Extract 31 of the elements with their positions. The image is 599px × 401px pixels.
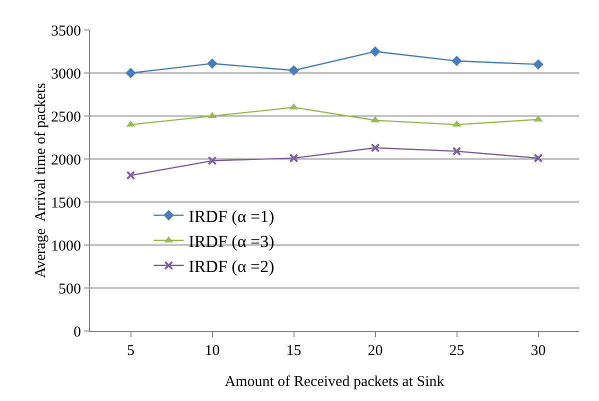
legend-label: IRDF (α =2) <box>188 257 274 276</box>
y-axis-title: Average Arrival time of packets <box>33 82 49 278</box>
point <box>534 154 543 163</box>
point <box>289 154 298 163</box>
point <box>370 46 380 57</box>
point <box>126 170 136 180</box>
y-tick-label: 2500 <box>51 109 81 126</box>
point <box>452 56 462 66</box>
point <box>452 146 462 156</box>
legend-label: IRDF (α =1) <box>188 206 274 226</box>
x-tick-label: 30 <box>530 343 546 359</box>
point <box>370 143 380 152</box>
point <box>208 156 217 166</box>
y-tick-label: 1000 <box>51 238 81 254</box>
y-tick-label: 2000 <box>51 152 81 168</box>
x-tick-label: 5 <box>127 343 134 359</box>
y-tick-label: 500 <box>58 281 81 298</box>
x-tick-label: 25 <box>449 343 464 359</box>
x-tick-label: 15 <box>286 343 302 359</box>
point <box>288 65 299 76</box>
x-axis-title: Amount of Received packets at Sink <box>224 374 445 390</box>
legend-label: IRDF (α =3) <box>188 232 274 251</box>
y-tick-label: 3000 <box>51 66 81 82</box>
point <box>207 58 218 69</box>
x-tick-label: 20 <box>368 343 383 359</box>
point <box>533 59 544 70</box>
y-tick-label: 1500 <box>51 195 81 212</box>
y-tick-label: 0 <box>74 324 81 340</box>
point <box>126 68 136 78</box>
y-tick-label: 3500 <box>51 23 81 40</box>
x-tick-label: 10 <box>204 343 220 359</box>
